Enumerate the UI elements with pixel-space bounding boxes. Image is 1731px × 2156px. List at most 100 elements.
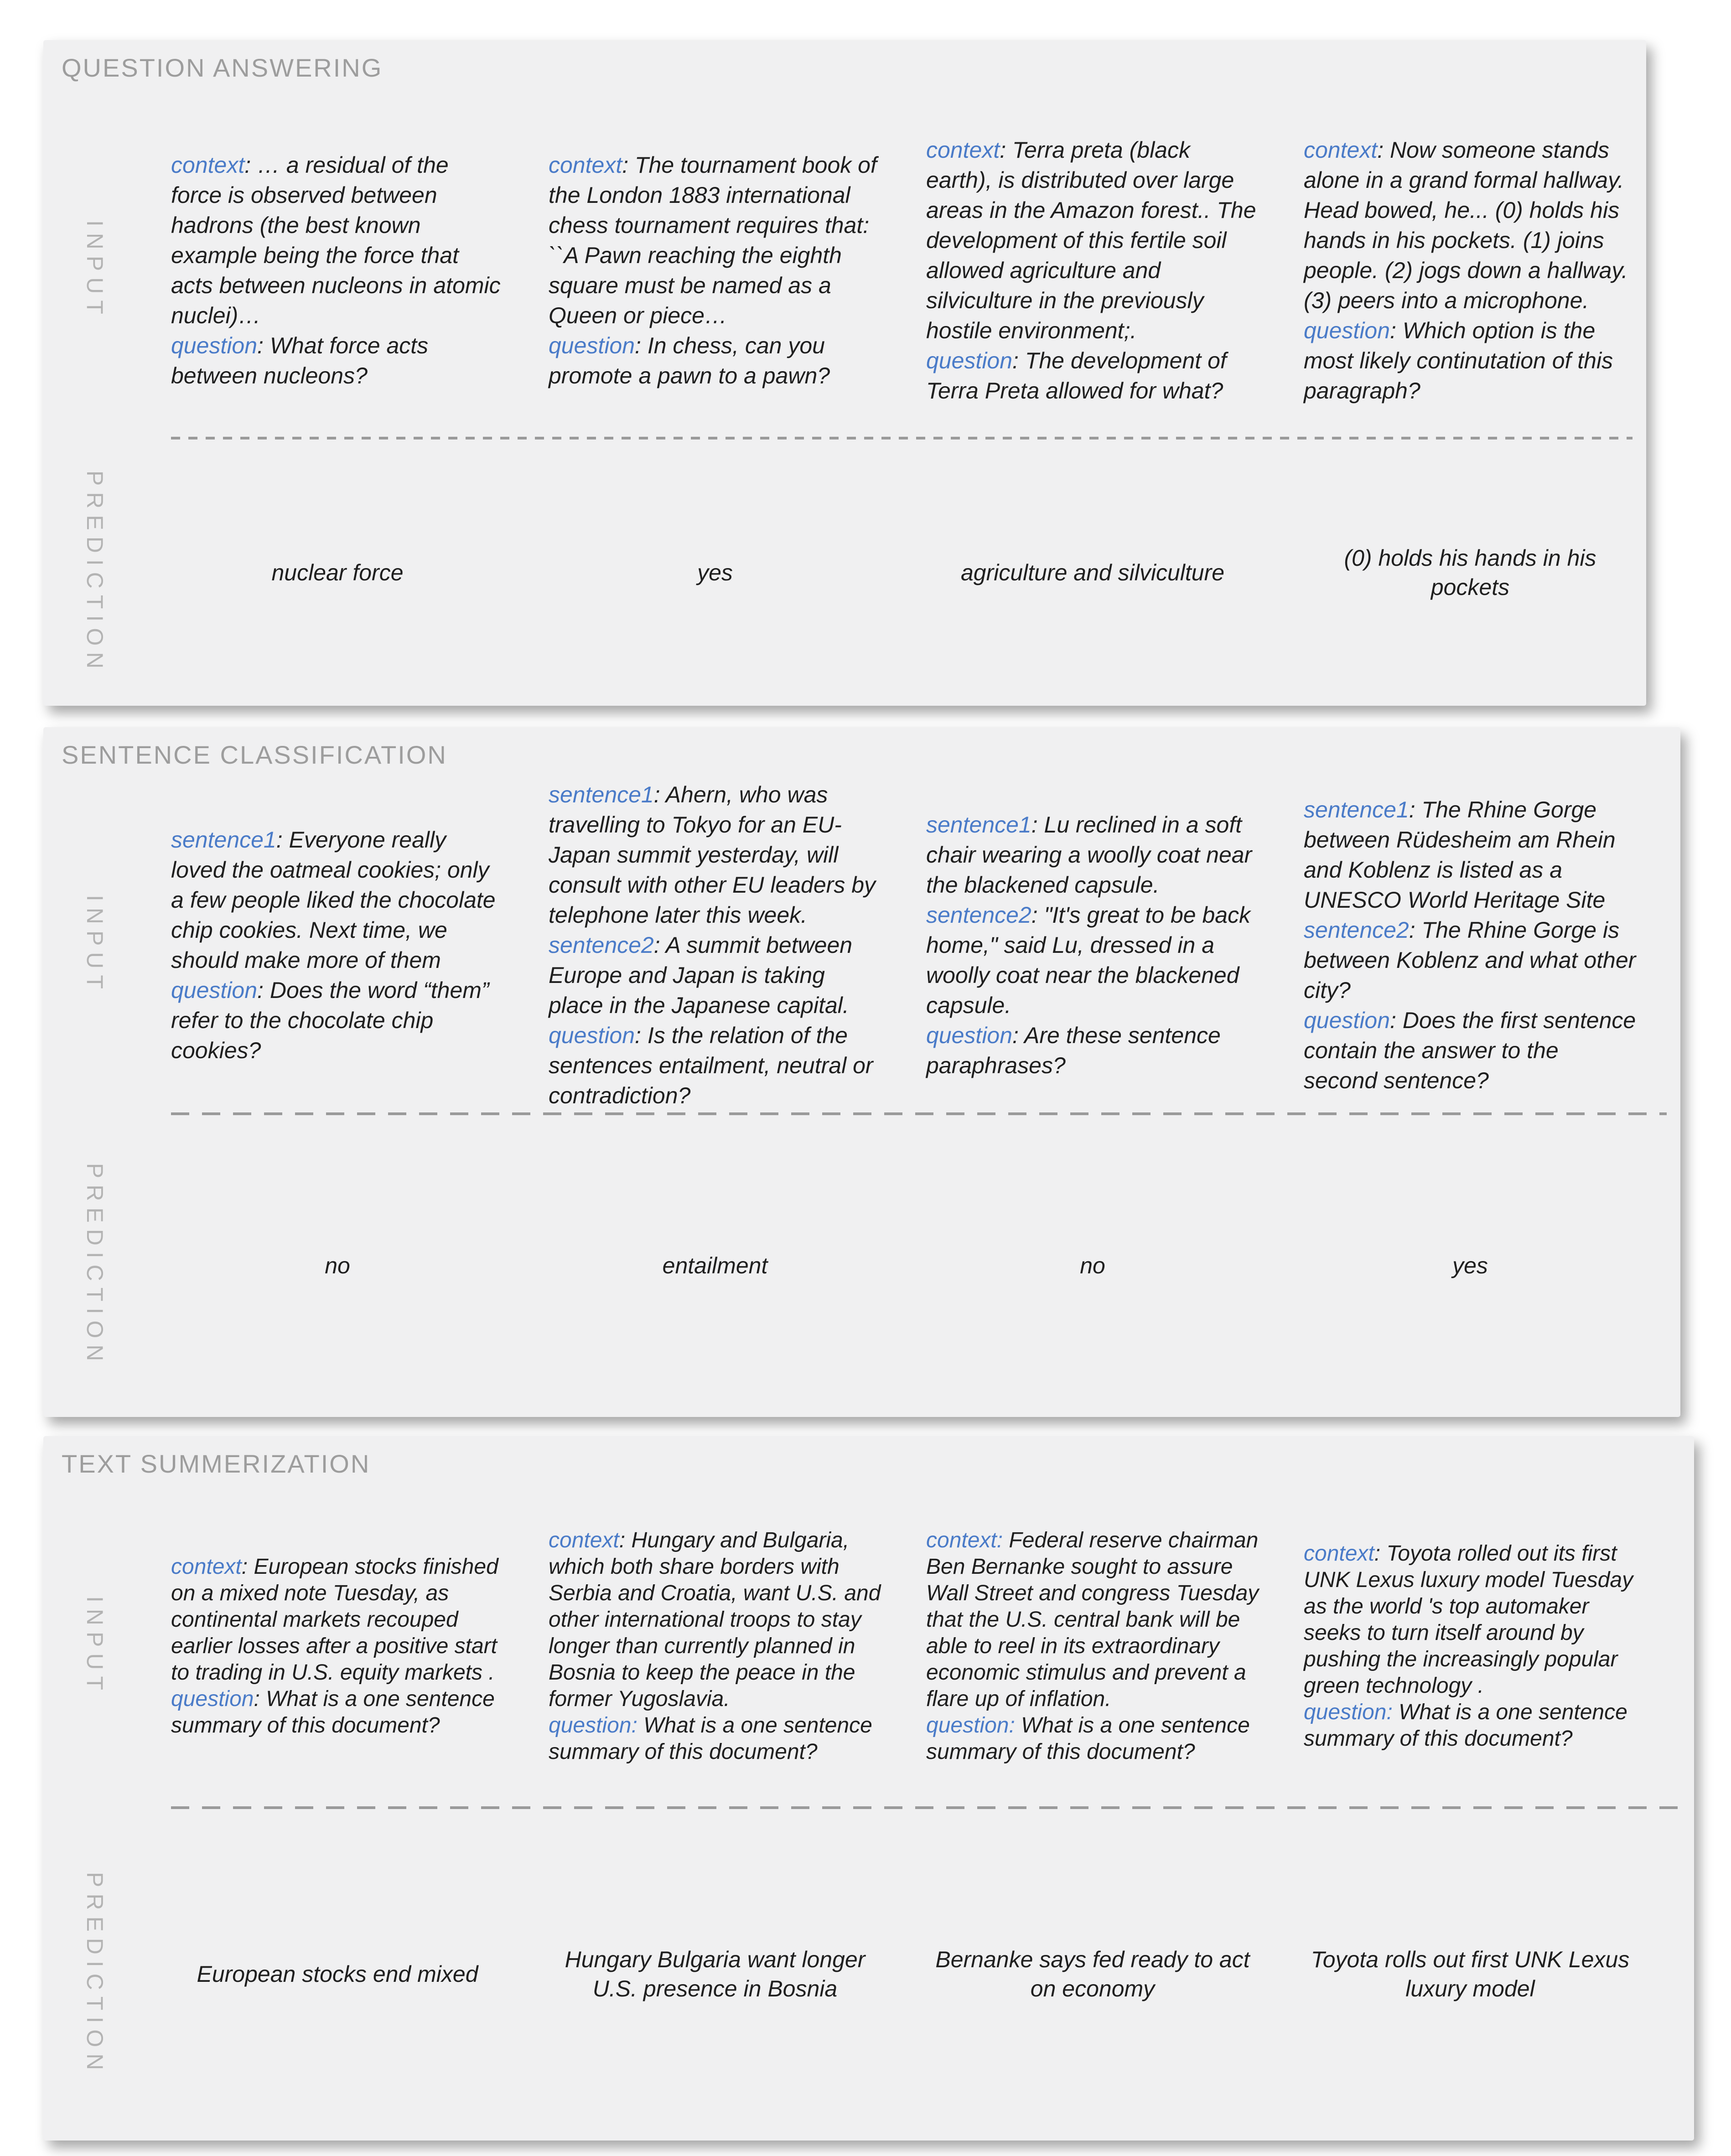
example-input: context: Federal reserve chairman Ben Be… bbox=[926, 1527, 1259, 1765]
example-input: context: Terra preta (black earth), is d… bbox=[926, 135, 1259, 406]
field-keyword: question bbox=[549, 333, 635, 358]
section-title: SENTENCE CLASSIFICATION bbox=[62, 740, 447, 769]
field-keyword: question bbox=[171, 1687, 254, 1711]
field-keyword: question bbox=[926, 348, 1013, 373]
prediction-row: no entailment no yes bbox=[171, 1116, 1669, 1415]
field-keyword: context bbox=[171, 152, 245, 178]
input-prediction-divider bbox=[171, 437, 1633, 439]
field-keyword: context bbox=[926, 137, 1000, 163]
input-row: context: … a residual of the force is ob… bbox=[171, 109, 1635, 432]
prediction-row-label: PREDICTION bbox=[82, 1872, 108, 2077]
field-keyword: sentence2 bbox=[926, 902, 1031, 928]
field-text: : What force acts between nucleons? bbox=[171, 333, 429, 388]
prediction-row-label: PREDICTION bbox=[82, 1163, 108, 1368]
field-text: : Is the relation of the sentences entai… bbox=[549, 1022, 873, 1108]
field-text: : Which option is the most likely contin… bbox=[1304, 318, 1613, 403]
field-text: : Does the word “them” refer to the choc… bbox=[171, 977, 489, 1063]
input-row-label: INPUT bbox=[82, 894, 108, 995]
section-title: QUESTION ANSWERING bbox=[62, 53, 383, 82]
prediction-row-label: PREDICTION bbox=[82, 470, 108, 675]
section-card-text-summerization: TEXT SUMMERIZATION INPUT context: Europe… bbox=[43, 1436, 1694, 2140]
field-text: : Everyone really loved the oatmeal cook… bbox=[171, 827, 496, 973]
field-text: : Terra preta (black earth), is distribu… bbox=[926, 137, 1256, 343]
field-text: : In chess, can you promote a pawn to a … bbox=[549, 333, 830, 388]
field-keyword: question: bbox=[926, 1713, 1015, 1737]
field-keyword: sentence1 bbox=[549, 781, 654, 807]
input-prediction-divider bbox=[171, 1112, 1667, 1115]
prediction-row: European stocks end mixed Hungary Bulgar… bbox=[171, 1810, 1683, 2138]
field-text: Federal reserve chairman Ben Bernanke so… bbox=[926, 1528, 1259, 1711]
field-text: : European stocks finished on a mixed no… bbox=[171, 1555, 498, 1685]
field-text: : Hungary and Bulgaria, which both share… bbox=[549, 1528, 881, 1711]
field-keyword: sentence1 bbox=[171, 827, 276, 853]
field-keyword: sentence2 bbox=[549, 932, 654, 958]
field-keyword: question bbox=[1304, 318, 1390, 343]
example-prediction: Bernanke says fed ready to act on econom… bbox=[935, 1947, 1250, 2001]
field-text: : Now someone stands alone in a grand fo… bbox=[1304, 137, 1628, 313]
field-keyword: question bbox=[926, 1022, 1013, 1048]
example-prediction: (0) holds his hands in his pockets bbox=[1344, 545, 1596, 600]
input-row-label: INPUT bbox=[82, 1596, 108, 1696]
field-keyword: sentence1 bbox=[1304, 796, 1409, 822]
field-keyword: sentence2 bbox=[1304, 917, 1409, 943]
field-keyword: question bbox=[171, 977, 258, 1003]
example-input: context: Hungary and Bulgaria, which bot… bbox=[549, 1527, 881, 1765]
field-keyword: context bbox=[1304, 137, 1378, 163]
field-keyword: question: bbox=[549, 1713, 637, 1737]
field-text: What is a one sentence summary of this d… bbox=[549, 1713, 872, 1764]
example-input: sentence1: Everyone really loved the oat… bbox=[171, 825, 504, 1065]
input-prediction-divider bbox=[171, 1806, 1680, 1809]
section-card-sentence-classification: SENTENCE CLASSIFICATION INPUT sentence1:… bbox=[43, 727, 1680, 1417]
field-text: : "It's great to be back home," said Lu,… bbox=[926, 902, 1251, 1018]
example-input: context: European stocks finished on a m… bbox=[171, 1554, 504, 1739]
prediction-row: nuclear force yes agriculture and silvic… bbox=[171, 440, 1635, 705]
example-prediction: European stocks end mixed bbox=[197, 1961, 478, 1987]
field-keyword: question bbox=[549, 1022, 635, 1048]
field-keyword: context: bbox=[926, 1528, 1003, 1552]
field-keyword: question bbox=[1304, 1007, 1390, 1033]
example-input: sentence1: Ahern, who was travelling to … bbox=[549, 780, 881, 1111]
example-prediction: Hungary Bulgaria want longer U.S. presen… bbox=[565, 1947, 866, 2001]
input-row: context: European stocks finished on a m… bbox=[171, 1491, 1683, 1802]
section-title: TEXT SUMMERIZATION bbox=[62, 1449, 371, 1478]
field-text: What is a one sentence summary of this d… bbox=[926, 1713, 1250, 1764]
example-prediction: yes bbox=[1452, 1252, 1488, 1278]
field-text: What is a one sentence summary of this d… bbox=[1304, 1700, 1627, 1751]
input-row-label: INPUT bbox=[82, 220, 108, 321]
field-text: : The development of Terra Preta allowed… bbox=[926, 348, 1227, 403]
field-keyword: question bbox=[171, 333, 258, 358]
field-keyword: context bbox=[1304, 1541, 1374, 1566]
example-prediction: nuclear force bbox=[271, 560, 404, 585]
field-text: : … a residual of the force is observed … bbox=[171, 152, 501, 328]
field-text: : Lu reclined in a soft chair wearing a … bbox=[926, 812, 1252, 898]
field-text: : Ahern, who was travelling to Tokyo for… bbox=[549, 781, 876, 928]
example-prediction: no bbox=[325, 1252, 350, 1278]
example-input: context: Now someone stands alone in a g… bbox=[1304, 135, 1637, 406]
field-text: : The Rhine Gorge is between Koblenz and… bbox=[1304, 917, 1636, 1003]
input-row: sentence1: Everyone really loved the oat… bbox=[171, 782, 1669, 1108]
example-input: context: The tournament book of the Lond… bbox=[549, 150, 881, 391]
example-input: context: … a residual of the force is ob… bbox=[171, 150, 504, 391]
example-input: sentence1: The Rhine Gorge between Rüdes… bbox=[1304, 795, 1637, 1096]
field-keyword: context bbox=[171, 1555, 242, 1579]
field-text: : The tournament book of the London 1883… bbox=[549, 152, 877, 328]
example-prediction: no bbox=[1080, 1252, 1105, 1278]
example-prediction: agriculture and silviculture bbox=[960, 560, 1225, 585]
example-prediction: yes bbox=[697, 560, 733, 585]
field-text: : The Rhine Gorge between Rüdesheim am R… bbox=[1304, 796, 1616, 913]
field-text: : A summit between Europe and Japan is t… bbox=[549, 932, 853, 1018]
example-prediction: entailment bbox=[662, 1252, 768, 1278]
example-prediction: Toyota rolls out first UNK Lexus luxury … bbox=[1311, 1947, 1630, 2001]
field-keyword: context bbox=[549, 1528, 619, 1552]
field-text: : Are these sentence paraphrases? bbox=[926, 1022, 1221, 1078]
field-keyword: question: bbox=[1304, 1700, 1393, 1724]
field-keyword: context bbox=[549, 152, 622, 178]
field-text: : Does the first sentence contain the an… bbox=[1304, 1007, 1636, 1093]
example-input: sentence1: Lu reclined in a soft chair w… bbox=[926, 810, 1259, 1081]
field-text: : What is a one sentence summary of this… bbox=[171, 1687, 495, 1737]
field-text: : Toyota rolled out its first UNK Lexus … bbox=[1304, 1541, 1633, 1698]
section-card-question-answering: QUESTION ANSWERING INPUT context: … a re… bbox=[43, 40, 1646, 706]
field-keyword: sentence1 bbox=[926, 812, 1031, 838]
example-input: context: Toyota rolled out its first UNK… bbox=[1304, 1541, 1637, 1752]
